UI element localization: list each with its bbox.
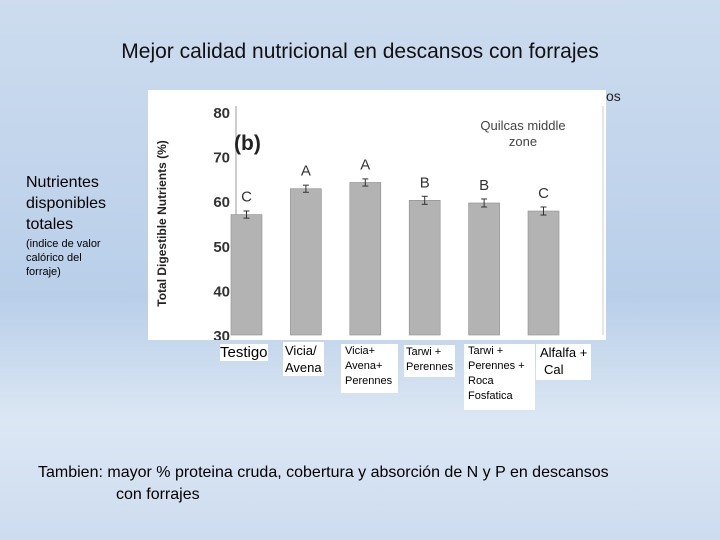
category-label-vicia-avena-perennes: Vicia+ Avena+ Perennes [341,344,399,393]
category-label-line: Avena [285,360,322,375]
chart-layer: Total Digestible Nutrients (%) 30 40 50 60 70… [155,105,604,340]
side-label: Nutrientes disponibles totales [26,172,138,235]
bar [290,188,322,336]
category-label-tarwi-perennes: Tarwi + Perennes [404,345,456,377]
side-sublabel: (indice de valor calórico del forraje) [26,237,138,279]
category-label-line: Fosfatica [468,390,513,402]
category-label-testigo: Testigo [220,344,268,361]
significance-letter: A [301,163,311,180]
side-sublabel-line: (indice de valor [26,238,101,250]
y-tick-label: 50 [213,239,230,256]
chart-panel: Total Digestible Nutrients (%) 30 40 50 60 70… [148,90,606,340]
bar [349,182,382,336]
significance-letter: B [479,177,489,194]
category-label-line: Perennes [345,375,393,387]
footer-line: con forrajes [116,486,200,503]
panel-label: (b) [234,132,261,155]
bar [468,202,500,336]
category-label-line: Vicia/ [285,343,317,358]
y-tick-label: 60 [213,194,230,211]
category-label-tarwi-perennes-roca: Tarwi + Perennes + Roca Fosfatica [464,344,535,410]
significance-letter: C [241,189,252,206]
category-label-line: Cal [544,362,564,377]
side-sublabel-line: calórico del [26,252,82,264]
bar-chart: Total Digestible Nutrients (%) 30 40 50 60 70… [155,105,604,340]
category-label-line: Alfalfa + [540,345,588,360]
y-tick-label: 70 [213,150,230,167]
y-tick-label: 40 [213,283,230,300]
y-tick-label: 30 [213,328,230,340]
footer-note: Tambien: mayor % proteina cruda, cobertu… [38,462,698,506]
y-axis-title: Total Digestible Nutrients (%) [155,140,169,306]
category-label-line: Tarwi + [406,346,442,358]
category-label-line: Perennes [406,361,454,373]
category-label-line: Avena+ [345,360,383,372]
slide-title: Mejor calidad nutricional en descansos c… [121,40,599,63]
side-sublabel-line: forraje) [26,266,61,278]
side-label-line: Nutrientes [26,174,99,191]
category-label-alfalfa-cal: Alfalfa + Cal [536,344,592,380]
bar [230,214,263,336]
significance-letter: C [538,185,549,202]
side-label-line: totales [26,216,74,233]
category-label-line: Vicia+ [345,345,376,357]
category-label-line: Roca [468,375,494,387]
category-label-line: Perennes + [468,360,525,372]
significance-letter: A [360,156,370,173]
bar [408,200,441,336]
category-label-line: Testigo [220,344,268,361]
zone-label: zone [509,134,537,149]
bar [527,210,560,336]
side-label-line: disponibles [26,195,107,212]
category-label-line: Tarwi + [468,345,504,357]
footer-line: Tambien: mayor % proteina cruda, cobertu… [38,464,609,481]
category-label-vicia-avena: Vicia/ Avena [283,342,324,376]
y-tick-label: 80 [213,105,230,122]
significance-letter: B [420,174,430,191]
zone-label: Quilcas middle [480,118,565,133]
